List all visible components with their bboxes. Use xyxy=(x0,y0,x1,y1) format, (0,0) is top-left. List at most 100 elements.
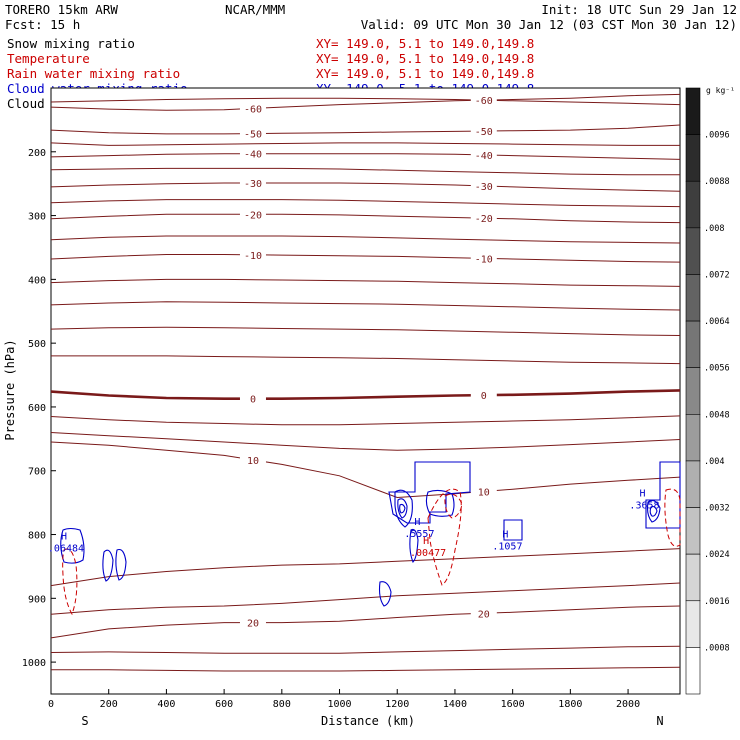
isotherm-label-bg xyxy=(239,147,266,160)
legend-xy-range: XY= 149.0, 5.1 to 149.0,149.8 xyxy=(316,36,534,51)
colorbar-swatch xyxy=(685,460,701,508)
y-tick-label: 500 xyxy=(28,339,46,350)
maximum-value: .00477 xyxy=(410,548,446,559)
maximum-value: .06484 xyxy=(48,544,84,555)
x-tick-label: 400 xyxy=(157,699,175,710)
y-tick-label: 1000 xyxy=(22,658,46,669)
isotherm-label: -50 xyxy=(475,127,493,138)
cloud-water-contour-right-3 xyxy=(649,505,658,517)
x-tick-label: 2000 xyxy=(616,699,640,710)
isotherm-line-0 xyxy=(50,389,681,400)
colorbar-tick-label: .0072 xyxy=(704,270,730,280)
isotherm-label-bg xyxy=(470,485,497,498)
isotherm-label-bg xyxy=(470,252,497,265)
hydrometeor-contours xyxy=(60,461,681,616)
y-tick-label: 400 xyxy=(28,275,46,286)
isotherm-line xyxy=(51,666,681,672)
isotherm-label-bg xyxy=(470,607,497,620)
colorbar-tick-label: .008 xyxy=(704,224,724,234)
y-tick-label: 600 xyxy=(28,403,46,414)
run-title: TORERO 15km ARW xyxy=(5,2,118,17)
colorbar-swatch xyxy=(685,87,701,135)
isotherm-label: -60 xyxy=(244,104,262,115)
plot-area: -60 -60 -50 -50 -40 -40 -30 -30 -20 -20 -10 -10 0 0 10… xyxy=(22,87,681,710)
cloud-water-contour-center-4 xyxy=(399,503,406,514)
isotherm-label-bg xyxy=(239,248,266,261)
y-tick-label: 800 xyxy=(28,531,46,542)
isotherm-label: -20 xyxy=(244,210,262,221)
maximum-marker: H xyxy=(639,488,645,499)
isotherm-label-bg xyxy=(239,453,266,466)
x-tick-label: 800 xyxy=(273,699,291,710)
colorbar-tick-label: .0056 xyxy=(704,364,730,374)
rain-contour-center-2 xyxy=(444,493,463,519)
isotherm-line xyxy=(50,645,681,654)
x-tick-label: 1800 xyxy=(558,699,582,710)
cloud-water-contour-center-2 xyxy=(394,489,413,528)
isotherm-line xyxy=(50,326,681,336)
colorbar-tick-label: .0016 xyxy=(704,597,730,607)
isotherm-label-bg xyxy=(470,148,497,161)
colorbar-swatch xyxy=(685,180,701,229)
isotherm-line xyxy=(50,548,681,587)
isotherm-label-bg xyxy=(239,127,266,140)
isotherm-line xyxy=(50,199,681,208)
y-tick-label: 900 xyxy=(28,594,46,605)
isotherm-label-bg xyxy=(470,179,497,192)
isotherm-label-bg xyxy=(239,208,266,221)
valid-time: Valid: 09 UTC Mon 30 Jan 12 (03 CST Mon … xyxy=(361,17,737,32)
isotherm-label-bg xyxy=(470,125,497,138)
x-tick-label: 600 xyxy=(215,699,233,710)
colorbar-tick-label: .0064 xyxy=(704,317,730,327)
colorbar-swatch xyxy=(685,553,701,602)
colorbar-tick-label: .0096 xyxy=(704,131,730,141)
isotherm-line xyxy=(50,142,680,146)
isotherm-label: 10 xyxy=(247,456,259,467)
colorbar: .0096 .0088 .008 .0072 .0064 .0056 .0048 .004 .0… xyxy=(685,87,730,695)
colorbar-tick-label: .004 xyxy=(704,457,724,467)
isotherm-label: -10 xyxy=(244,251,262,262)
x-tick-label: 1000 xyxy=(327,699,351,710)
isotherm-line xyxy=(51,355,681,365)
colorbar-tick-label: .0024 xyxy=(704,550,730,560)
colorbar-swatch xyxy=(685,227,701,275)
isotherm-line-10 xyxy=(50,441,681,499)
isotherm-label: -30 xyxy=(475,182,493,193)
maximum-value: .3658 xyxy=(629,500,659,511)
colorbar-swatch xyxy=(685,134,701,182)
isotherm-label: 20 xyxy=(247,619,259,630)
isotherm-line xyxy=(50,167,680,176)
isotherm-line--60 xyxy=(50,93,681,111)
rain-contour-center xyxy=(427,488,462,586)
maximum-marker: H xyxy=(61,532,67,543)
maximum-value: .5557 xyxy=(404,529,434,540)
cloud-water-contour-right-2 xyxy=(646,499,661,523)
isotherm-line xyxy=(50,432,681,451)
cloud-water-contour-center xyxy=(388,461,471,524)
x-axis-end-label: N xyxy=(656,714,663,728)
isotherm-label: -40 xyxy=(475,151,493,162)
colorbar-tick-label: .0032 xyxy=(704,504,730,514)
isotherm-label-bg xyxy=(470,212,497,225)
legend-xy-range: XY= 149.0, 5.1 to 149.0,149.8 xyxy=(316,51,534,66)
isotherm-label: -30 xyxy=(244,179,262,190)
rain-contour-left xyxy=(62,548,78,616)
isotherm-line xyxy=(50,415,681,426)
x-tick-label: 0 xyxy=(48,699,54,710)
colorbar-swatch xyxy=(685,507,701,555)
axes: 0 200 400 600 800 1000 1200 1400 1600 1800 2000200… xyxy=(22,148,640,710)
isotherm-line--40 xyxy=(50,153,681,160)
maximum-marker: H xyxy=(423,536,429,547)
y-axis-title: Pressure (hPa) xyxy=(3,339,17,440)
temperature-isotherms: -60 -60 -50 -50 -40 -40 -30 -30 -20 -20 -10 -10 0 0 10… xyxy=(50,93,681,672)
init-time: Init: 18 UTC Sun 29 Jan 12 xyxy=(541,2,737,17)
isotherm-line xyxy=(50,301,681,311)
cloud-water-contour-center-6 xyxy=(409,528,419,563)
colorbar-unit: g kg⁻¹ xyxy=(706,86,735,95)
isotherm-line xyxy=(50,235,681,244)
isotherm-line--50 xyxy=(50,124,681,135)
isotherm-line xyxy=(50,97,681,106)
isotherm-label: 20 xyxy=(478,609,490,620)
y-tick-label: 200 xyxy=(28,148,46,159)
